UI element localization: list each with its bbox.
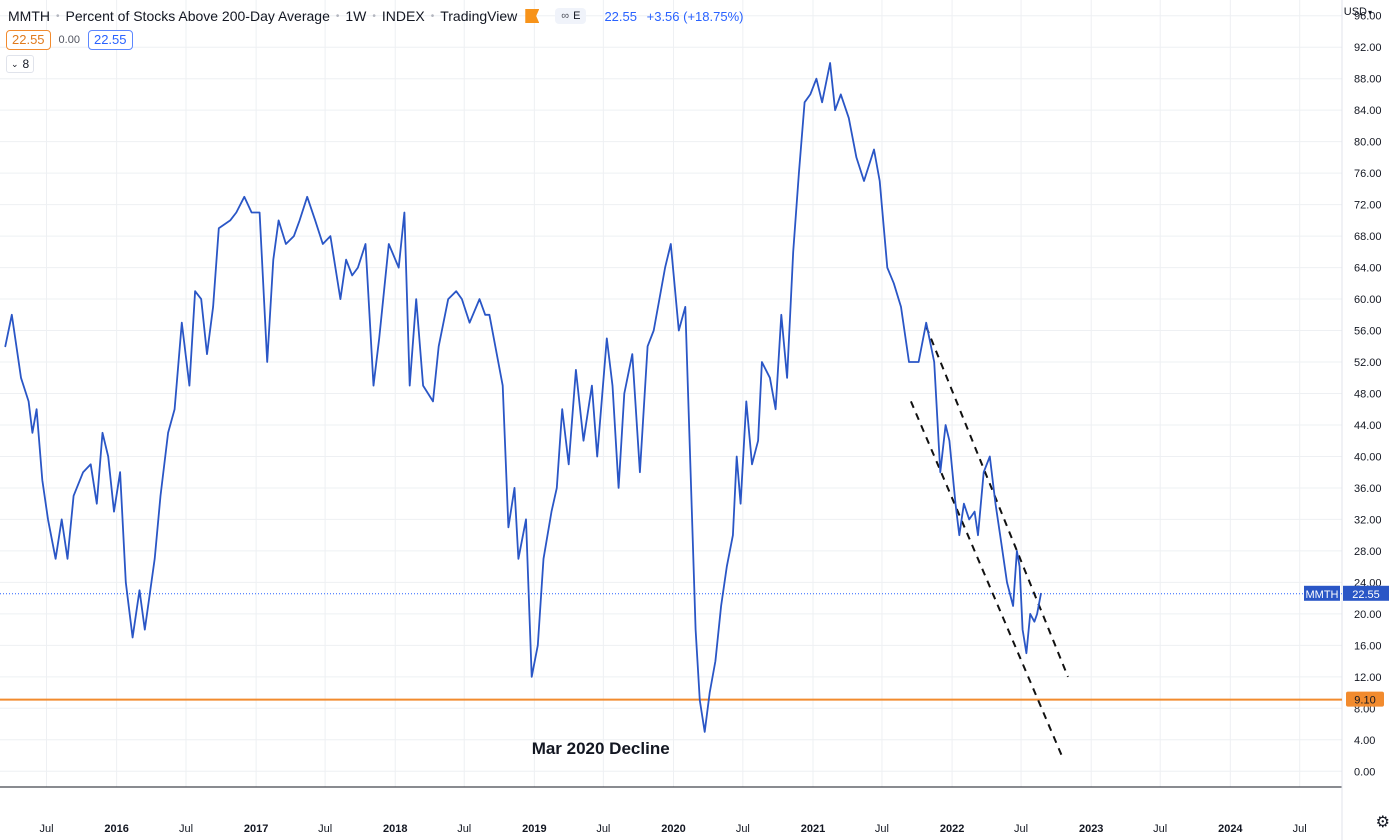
symbol-description: Percent of Stocks Above 200-Day Average	[65, 8, 330, 24]
last-price: 22.55	[604, 8, 637, 24]
price-box-left[interactable]: 22.55	[6, 30, 51, 50]
y-tick-label: 76.00	[1354, 168, 1382, 180]
price-labels: MMTH 22.55 9.10	[1304, 585, 1389, 707]
currency-selector[interactable]: USD▾	[1344, 6, 1372, 18]
chevron-down-icon: ▾	[1367, 8, 1372, 17]
last-price-tag	[1343, 585, 1389, 601]
x-tick-label: Jul	[457, 823, 471, 835]
x-tick-label: 2022	[940, 823, 964, 835]
interval[interactable]: 1W	[345, 8, 367, 24]
flag-icon[interactable]	[525, 9, 540, 23]
y-tick-label: 80.00	[1354, 137, 1382, 149]
x-tick-label: Jul	[736, 823, 750, 835]
separator-dot: •	[372, 10, 376, 22]
y-tick-label: 0.00	[1354, 766, 1375, 778]
x-tick-label: 2023	[1079, 823, 1103, 835]
y-tick-label: 92.00	[1354, 42, 1382, 54]
x-tick-label: Jul	[1014, 823, 1028, 835]
x-tick-label: Jul	[596, 823, 610, 835]
spread-value: 0.00	[58, 34, 80, 46]
x-axis[interactable]: Jul 2016 Jul 2017 Jul 2018 Jul 2019 Jul 2020 Jul 20…	[39, 823, 1306, 835]
indicators-toggle[interactable]: ⌄ 8	[6, 55, 35, 73]
y-tick-label: 12.00	[1354, 672, 1382, 684]
link-icon: ∞	[561, 10, 569, 22]
gear-icon[interactable]: ⚙	[1375, 814, 1390, 831]
data-source: TradingView	[440, 8, 518, 24]
y-tick-label: 44.00	[1354, 420, 1382, 432]
quote: 22.55 +3.56 (+18.75%)	[604, 9, 743, 24]
grid-lines	[0, 0, 1342, 787]
link-pill[interactable]: ∞ E	[555, 8, 587, 24]
y-tick-label: 4.00	[1354, 735, 1375, 747]
indicator-count: 8	[22, 57, 30, 71]
y-tick-label: 32.00	[1354, 514, 1382, 526]
y-tick-label: 88.00	[1354, 74, 1382, 86]
pill-label: E	[573, 10, 581, 22]
x-tick-label: 2020	[661, 823, 685, 835]
x-tick-label: Jul	[1293, 823, 1307, 835]
y-tick-label: 20.00	[1354, 609, 1382, 621]
price-inputs: 22.55 0.00 22.55	[6, 30, 133, 50]
series-name-tag	[1304, 585, 1340, 601]
trendline[interactable]	[910, 400, 1065, 760]
series-line	[4, 62, 1042, 733]
symbol[interactable]: MMTH	[8, 8, 50, 24]
x-tick-label: 2021	[801, 823, 825, 835]
y-tick-label: 36.00	[1354, 483, 1382, 495]
annotation-mar-2020-decline[interactable]: Mar 2020 Decline	[532, 739, 670, 758]
x-tick-label: 2024	[1218, 823, 1243, 835]
chevron-down-icon: ⌄	[11, 58, 19, 69]
y-tick-label: 60.00	[1354, 294, 1382, 306]
y-tick-label: 72.00	[1354, 200, 1382, 212]
currency-label: USD	[1343, 6, 1367, 18]
exchange: INDEX	[381, 8, 425, 24]
last-price-label: 22.55	[1352, 589, 1380, 601]
support-price-tag	[1346, 691, 1384, 707]
y-tick-label: 96.00	[1354, 11, 1382, 23]
x-tick-label: Jul	[318, 823, 332, 835]
y-tick-label: 40.00	[1354, 451, 1382, 463]
x-tick-label: Jul	[39, 823, 53, 835]
x-tick-label: 2017	[244, 823, 268, 835]
chart-header: MMTH • Percent of Stocks Above 200-Day A…	[8, 6, 743, 26]
support-price-label: 9.10	[1354, 695, 1375, 707]
price-change: +3.56 (+18.75%)	[646, 8, 744, 24]
y-tick-label: 52.00	[1354, 357, 1382, 369]
x-tick-label: 2018	[383, 823, 407, 835]
x-tick-label: 2016	[104, 823, 128, 835]
y-tick-label: 64.00	[1354, 263, 1382, 275]
x-tick-label: Jul	[179, 823, 193, 835]
x-tick-label: Jul	[1153, 823, 1167, 835]
trendlines[interactable]	[910, 326, 1069, 760]
trendline[interactable]	[925, 326, 1069, 678]
y-axis[interactable]: 0.004.008.0012.0016.0020.0024.0028.0032.…	[1354, 11, 1382, 779]
y-tick-label: 28.00	[1354, 546, 1382, 558]
x-tick-label: Jul	[875, 823, 889, 835]
y-tick-label: 48.00	[1354, 389, 1382, 401]
series-name-label: MMTH	[1306, 589, 1339, 601]
y-tick-label: 56.00	[1354, 326, 1382, 338]
separator-dot: •	[56, 10, 60, 22]
x-tick-label: 2019	[522, 823, 546, 835]
separator-dot: •	[430, 10, 435, 22]
y-tick-label: 84.00	[1354, 105, 1382, 117]
y-tick-label: 16.00	[1354, 640, 1382, 652]
y-tick-label: 68.00	[1354, 231, 1382, 243]
price-box-right[interactable]: 22.55	[87, 30, 133, 50]
separator-dot: •	[335, 10, 340, 22]
